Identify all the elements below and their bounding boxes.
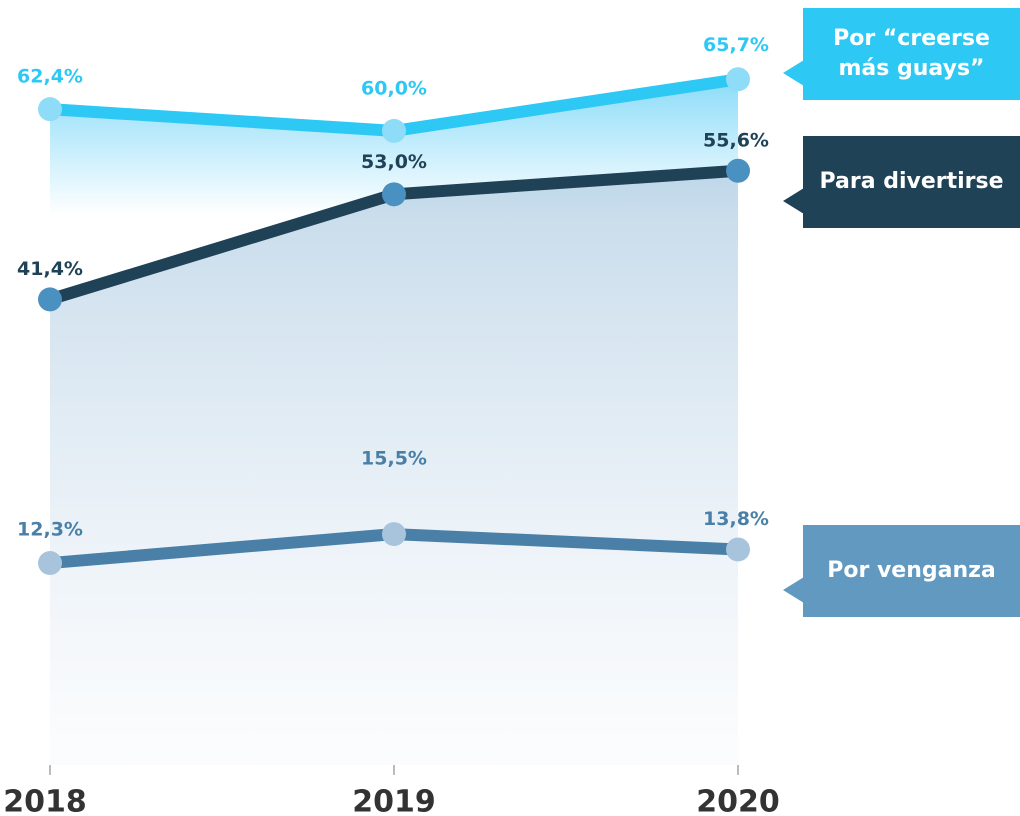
point [726, 537, 750, 562]
point [726, 158, 750, 183]
x-tick-label: 2018 [3, 785, 87, 816]
point [726, 67, 750, 92]
legend-pointer [783, 188, 804, 214]
point [382, 118, 406, 143]
value-label: 53,0% [361, 151, 427, 173]
x-tick-label: 2020 [696, 785, 780, 816]
point [38, 551, 62, 576]
legend-item: Por “creerse más guays” [803, 8, 1020, 100]
area [50, 170, 738, 765]
point [382, 522, 406, 547]
legend-pointer [783, 60, 804, 86]
legend-item: Por venganza [803, 525, 1020, 617]
point [382, 182, 406, 207]
value-label: 62,4% [17, 66, 83, 88]
value-label: 65,7% [703, 34, 769, 56]
value-label: 13,8% [703, 508, 769, 530]
value-label: 41,4% [17, 258, 83, 280]
value-label: 60,0% [361, 77, 427, 99]
point [38, 97, 62, 122]
point [38, 287, 62, 312]
value-label: 55,6% [703, 129, 769, 151]
legend-pointer [783, 577, 804, 603]
value-label: 15,5% [361, 448, 427, 470]
legend-item: Para divertirse [803, 136, 1020, 228]
value-label: 12,3% [17, 519, 83, 541]
x-tick-label: 2019 [352, 785, 436, 816]
